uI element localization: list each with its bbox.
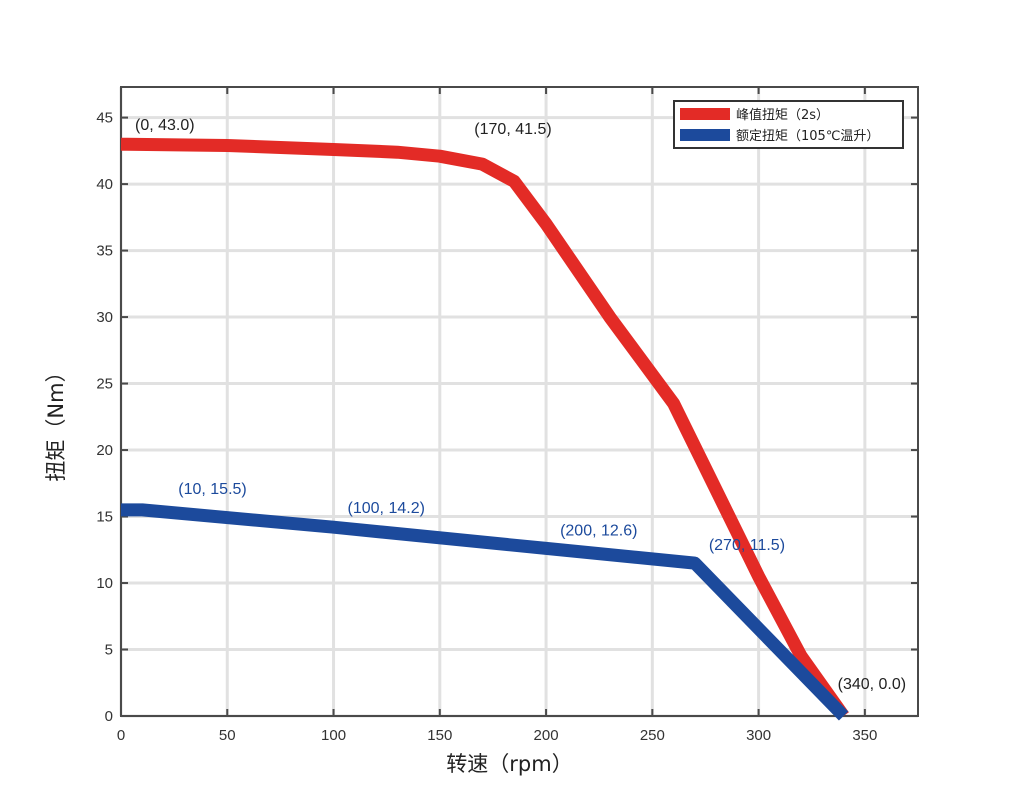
y-axis-title: 扭矩（Nm） bbox=[44, 361, 68, 481]
series-line-0 bbox=[120, 137, 849, 720]
series-line-1 bbox=[121, 503, 849, 721]
x-tick-label: 50 bbox=[219, 727, 236, 744]
legend-label-0: 峰值扭矩（2s） bbox=[736, 107, 829, 123]
data-label: (170, 41.5) bbox=[474, 121, 551, 138]
x-tick-label: 150 bbox=[427, 727, 452, 744]
legend: 峰值扭矩（2s） 额定扭矩（105℃温升） bbox=[673, 100, 904, 149]
y-tick-label: 45 bbox=[96, 110, 113, 127]
data-label: (100, 14.2) bbox=[348, 500, 425, 517]
x-axis-title: 转速（rpm） bbox=[446, 752, 572, 776]
y-tick-label: 0 bbox=[105, 708, 113, 725]
legend-label-1: 额定扭矩（105℃温升） bbox=[736, 129, 879, 144]
y-tick-label: 40 bbox=[96, 176, 113, 193]
x-tick-label: 300 bbox=[746, 727, 771, 744]
legend-swatch-1 bbox=[680, 129, 730, 141]
plot-frame bbox=[120, 86, 919, 717]
y-tick-label: 25 bbox=[96, 376, 113, 393]
y-tick-label: 10 bbox=[96, 575, 113, 592]
series-lines bbox=[120, 137, 849, 721]
x-tick-label: 250 bbox=[640, 727, 665, 744]
annotations: (0, 43.0) (170, 41.5) (10, 15.5) (100, 14.2… bbox=[135, 117, 906, 693]
y-tick-label: 35 bbox=[96, 243, 113, 260]
legend-swatch-0 bbox=[680, 108, 730, 120]
data-label: (0, 43.0) bbox=[135, 117, 195, 134]
data-label: (10, 15.5) bbox=[178, 481, 246, 498]
y-tick-label: 20 bbox=[96, 442, 113, 459]
data-label: (270, 11.5) bbox=[709, 537, 785, 554]
x-axis: 0 50 100 150 200 250 300 350 bbox=[117, 87, 877, 744]
data-label: (340, 0.0) bbox=[838, 676, 906, 693]
x-tick-label: 100 bbox=[321, 727, 346, 744]
x-tick-label: 0 bbox=[117, 727, 125, 744]
y-axis: 0 5 10 15 20 25 30 35 40 45 bbox=[96, 110, 918, 725]
y-tick-label: 30 bbox=[96, 309, 113, 326]
y-tick-label: 15 bbox=[96, 509, 113, 526]
data-label: (200, 12.6) bbox=[560, 522, 637, 539]
y-tick-label: 5 bbox=[105, 642, 113, 659]
x-tick-label: 350 bbox=[852, 727, 877, 744]
x-tick-label: 200 bbox=[534, 727, 559, 744]
